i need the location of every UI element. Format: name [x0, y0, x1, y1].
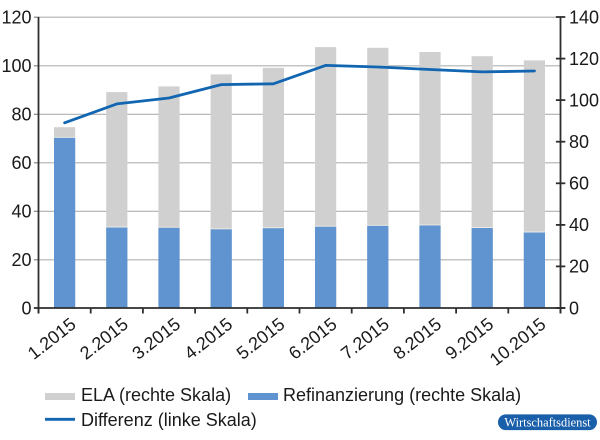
svg-text:1.2015: 1.2015 [24, 314, 80, 364]
svg-text:40: 40 [11, 201, 31, 221]
svg-text:6.2015: 6.2015 [285, 314, 341, 364]
svg-text:10.2015: 10.2015 [486, 314, 550, 370]
svg-text:120: 120 [1, 7, 31, 27]
svg-text:Refinanzierung (rechte Skala): Refinanzierung (rechte Skala) [283, 385, 521, 405]
svg-text:80: 80 [11, 104, 31, 124]
svg-text:40: 40 [569, 215, 589, 235]
svg-text:60: 60 [11, 153, 31, 173]
svg-text:80: 80 [569, 132, 589, 152]
svg-text:8.2015: 8.2015 [389, 314, 445, 364]
svg-text:0: 0 [569, 298, 579, 318]
svg-text:Wirtschaftsdienst: Wirtschaftsdienst [504, 415, 591, 429]
svg-text:140: 140 [569, 7, 599, 27]
svg-text:0: 0 [21, 298, 31, 318]
svg-text:3.2015: 3.2015 [128, 314, 184, 364]
svg-text:5.2015: 5.2015 [233, 314, 289, 364]
svg-text:20: 20 [11, 250, 31, 270]
svg-text:Differenz (linke Skala): Differenz (linke Skala) [81, 410, 257, 430]
svg-text:100: 100 [1, 56, 31, 76]
svg-text:120: 120 [569, 49, 599, 69]
svg-text:4.2015: 4.2015 [181, 314, 237, 364]
svg-text:2.2015: 2.2015 [76, 314, 132, 364]
svg-text:7.2015: 7.2015 [337, 314, 393, 364]
svg-text:60: 60 [569, 174, 589, 194]
svg-text:100: 100 [569, 90, 599, 110]
svg-text:20: 20 [569, 257, 589, 277]
svg-text:ELA (rechte Skala): ELA (rechte Skala) [81, 385, 231, 405]
